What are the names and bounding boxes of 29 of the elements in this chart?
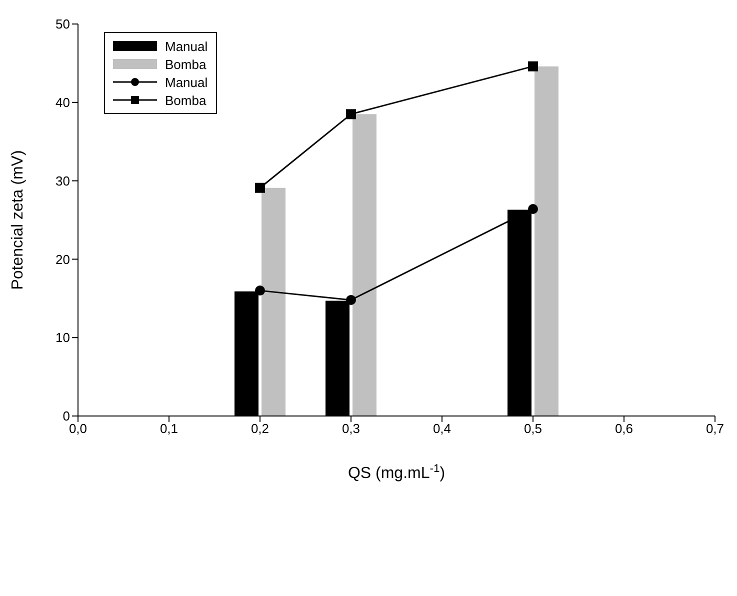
legend-label: Manual [165,74,208,90]
point [346,109,356,120]
x-tick-label: 0,2 [250,421,270,436]
legend-label: Bomba [165,56,206,72]
x-axis-title: QS (mg.mL$^{-1}$) [348,463,446,482]
point [255,182,265,193]
y-tick-label: 0 [62,408,70,424]
point [346,294,356,305]
y-tick-label: 10 [56,330,70,346]
x-tick-label: 0,5 [524,421,542,436]
point [255,286,265,296]
legend-label: Bomba [165,92,206,108]
y-tick-label: 50 [56,16,70,32]
y-tick-label: 30 [56,173,70,188]
x-tick-label: 0,4 [432,421,452,436]
legend-label: Manual [165,38,208,54]
bar [352,114,376,416]
x-tick-label: 0,3 [342,421,360,436]
x-tick-label: 0,6 [614,421,634,436]
y-tick-label: 40 [56,95,70,110]
point [528,61,538,72]
bar [534,66,558,416]
x-tick-label: 0,7 [706,421,724,436]
point [528,204,538,214]
y-axis-title: Potencial zeta (mV) [10,150,27,290]
bar [262,188,286,416]
y-tick-label: 20 [56,252,70,267]
x-tick-label: 0,0 [68,421,88,436]
x-tick-label: 0,1 [160,421,178,436]
